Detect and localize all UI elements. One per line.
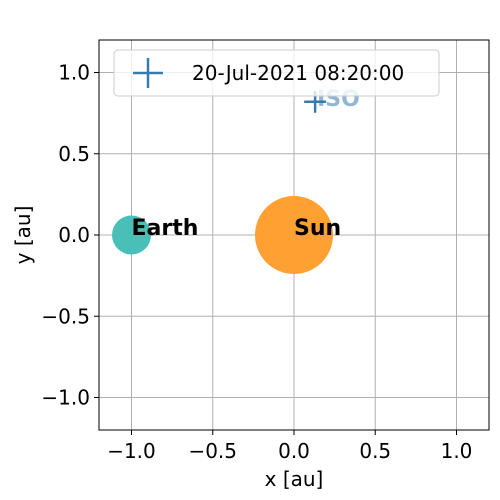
y-tick-label: −1.0	[41, 386, 90, 410]
x-tick-label: 0.0	[278, 439, 310, 463]
x-tick-label: 0.5	[359, 439, 391, 463]
legend-label: 20-Jul-2021 08:20:00	[192, 61, 404, 85]
body-label-earth: Earth	[132, 216, 199, 241]
y-axis-ticks: −1.0 −0.5 0.0 0.5 1.0	[41, 61, 99, 410]
x-axis-ticks: −1.0 −0.5 0.0 0.5 1.0	[107, 430, 472, 463]
legend: 20-Jul-2021 08:20:00	[113, 49, 440, 97]
legend-plus-marker-icon	[133, 58, 163, 88]
x-tick-label: −1.0	[107, 439, 156, 463]
y-tick-label: −0.5	[41, 304, 90, 328]
legend-box	[113, 49, 440, 97]
y-tick-label: 0.0	[58, 223, 90, 247]
x-tick-label: −0.5	[188, 439, 237, 463]
x-tick-label: 1.0	[441, 439, 473, 463]
y-tick-label: 0.5	[58, 142, 90, 166]
body-sun-disc	[255, 196, 333, 274]
x-axis-label: x [au]	[265, 467, 324, 491]
body-earth-disc	[112, 215, 151, 255]
legend-plus-glyph	[133, 58, 163, 88]
body-label-sun: Sun	[294, 216, 341, 241]
y-axis-label: y [au]	[11, 206, 35, 265]
y-tick-label: 1.0	[58, 61, 90, 85]
